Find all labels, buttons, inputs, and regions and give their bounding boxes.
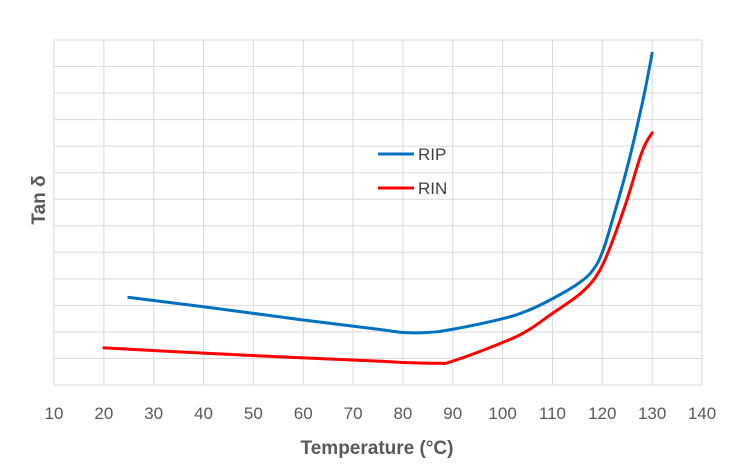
x-tick-label: 100: [488, 404, 516, 423]
x-tick-label: 110: [539, 404, 566, 423]
legend: RIP RIN: [378, 145, 447, 198]
x-tick-label: 50: [244, 404, 263, 423]
legend-label-rip: RIP: [418, 145, 446, 164]
x-tick-label: 80: [393, 404, 412, 423]
x-axis-title: Temperature (°C): [301, 438, 454, 459]
x-tick-label: 10: [45, 404, 64, 423]
series-layer: [102, 51, 654, 365]
x-tick-label: 70: [344, 404, 363, 423]
x-tick-label: 40: [194, 404, 213, 423]
x-tick-label: 90: [443, 404, 462, 423]
y-axis-title: Tan δ: [29, 175, 50, 224]
x-tick-label: 130: [638, 404, 666, 423]
series-line-rip: [127, 51, 654, 335]
legend-label-rin: RIN: [418, 179, 447, 198]
x-tick-label: 140: [688, 404, 716, 423]
grid-layer: [53, 39, 703, 386]
series-line-rin: [102, 131, 654, 365]
x-tick-label: 30: [144, 404, 163, 423]
x-tick-label: 20: [94, 404, 113, 423]
x-tick-label: 60: [294, 404, 313, 423]
x-tick-labels: 10 20 30 40 50 60 70 80 90 100 110 120 130 140: [45, 404, 717, 423]
x-tick-label: 120: [588, 404, 616, 423]
